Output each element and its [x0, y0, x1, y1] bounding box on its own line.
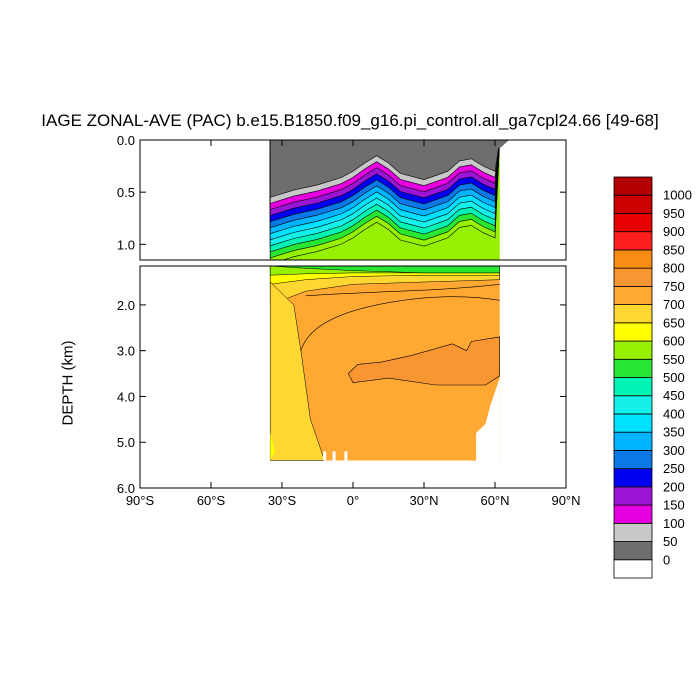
colorbar-label: 600 — [663, 334, 685, 349]
x-tick-label: 90°N — [551, 493, 580, 508]
colorbar-label: 950 — [663, 206, 685, 221]
colorbar-label: 500 — [663, 370, 685, 385]
colorbar-swatch — [613, 304, 653, 324]
colorbar-label: 150 — [663, 498, 685, 513]
colorbar-label: 550 — [663, 352, 685, 367]
seafloor-mask — [476, 378, 500, 488]
colorbar-label: 250 — [663, 461, 685, 476]
colorbar-swatch — [613, 559, 653, 579]
y-tick-label: 0.0 — [117, 133, 135, 148]
upper-surface-cap — [476, 140, 510, 149]
contour-line — [305, 284, 500, 297]
colorbar-swatch — [613, 450, 653, 470]
y-tick-label: 5.0 — [117, 435, 135, 450]
colorbar-label: 300 — [663, 443, 685, 458]
chart-title: IAGE ZONAL-AVE (PAC) b.e15.B1850.f09_g16… — [41, 111, 659, 130]
colorbar-swatch — [613, 358, 653, 378]
colorbar-swatch — [613, 285, 653, 305]
x-tick-label: 0° — [347, 493, 359, 508]
colorbar-swatch — [613, 541, 653, 561]
colorbar-label: 700 — [663, 297, 685, 312]
colorbar-swatch — [613, 340, 653, 360]
y-tick-label: 1.0 — [117, 237, 135, 252]
colorbar-swatch — [613, 431, 653, 451]
x-tick-label: 90°S — [126, 493, 155, 508]
colorbar-label: 850 — [663, 242, 685, 257]
colorbar-swatch — [613, 486, 653, 506]
x-tick-label: 30°S — [268, 493, 297, 508]
y-tick-label: 0.5 — [117, 185, 135, 200]
colorbar-label: 200 — [663, 479, 685, 494]
colorbar-swatch — [613, 468, 653, 488]
y-tick-label: 2.0 — [117, 298, 135, 313]
colorbar-swatch — [613, 213, 653, 233]
y-tick-label: 6.0 — [117, 481, 135, 496]
colorbar-swatch — [613, 377, 653, 397]
y-tick-label: 4.0 — [117, 389, 135, 404]
colorbar-label: 750 — [663, 279, 685, 294]
colorbar-swatch — [613, 194, 653, 214]
axes: 90°S 60°S 30°S 0° 30°N 60°N 90°N 0.0 0.5 1.0 2.0 3.… — [117, 133, 581, 508]
bottom-artifact — [344, 451, 348, 461]
colorbar-swatch — [613, 249, 653, 269]
colorbar-label: 450 — [663, 388, 685, 403]
colorbar-swatch — [613, 522, 653, 542]
colorbar-swatch — [613, 322, 653, 342]
colorbar-label: 1000 — [663, 188, 692, 203]
colorbar-label: 350 — [663, 425, 685, 440]
colorbar-label: 650 — [663, 315, 685, 330]
bottom-artifact — [323, 451, 327, 461]
x-tick-label: 60°S — [197, 493, 226, 508]
contour-line — [300, 296, 500, 351]
bottom-artifact — [332, 451, 336, 461]
colorbar-swatch — [613, 267, 653, 287]
colorbar-swatch — [613, 231, 653, 251]
colorbar: 0 50 100 150 200 250 300 350 400 450 500 550 600 650 7… — [613, 176, 692, 579]
colorbar-swatch — [613, 176, 653, 196]
colorbar-label: 50 — [663, 534, 677, 549]
colorbar-label: 900 — [663, 224, 685, 239]
colorbar-swatch — [613, 504, 653, 524]
x-tick-label: 60°N — [480, 493, 509, 508]
colorbar-label: 0 — [663, 552, 670, 567]
colorbar-swatch — [613, 413, 653, 433]
lower-core — [347, 336, 500, 386]
x-tick-label: 30°N — [409, 493, 438, 508]
colorbar-label: 100 — [663, 516, 685, 531]
colorbar-swatch — [613, 395, 653, 415]
y-tick-label: 3.0 — [117, 344, 135, 359]
colorbar-label: 800 — [663, 261, 685, 276]
upper-band — [269, 140, 501, 198]
lower-western-strip — [270, 433, 275, 461]
lower-panel-field — [269, 266, 500, 488]
colorbar-label: 400 — [663, 406, 685, 421]
upper-panel-field — [269, 140, 510, 260]
